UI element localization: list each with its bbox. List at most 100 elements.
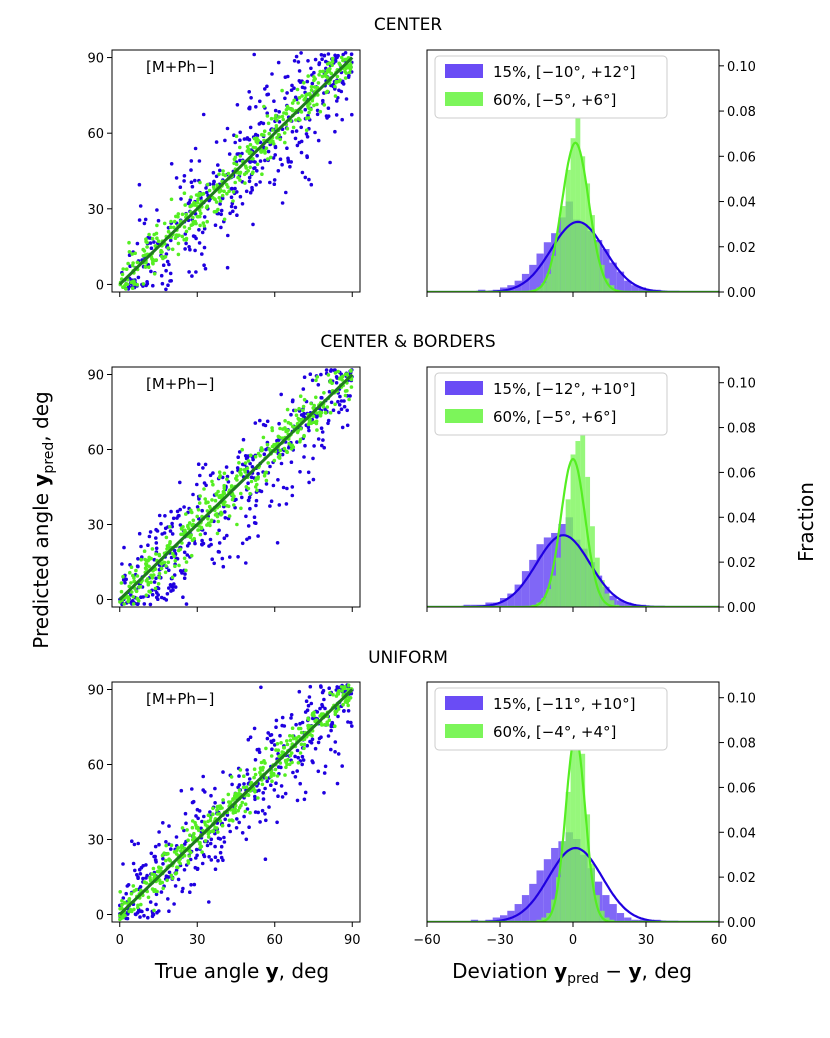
scatter-point — [238, 768, 243, 772]
scatter-point — [202, 245, 207, 250]
scatter-point — [211, 482, 215, 487]
scatter-point — [322, 723, 327, 727]
scatter-point — [312, 103, 316, 108]
scatter-point — [195, 514, 199, 519]
scatter-point — [339, 407, 344, 412]
scatter-point — [286, 757, 290, 762]
histogram-bar — [546, 589, 552, 607]
scatter-point — [312, 75, 316, 79]
scatter-point — [261, 435, 266, 440]
scatter-point — [234, 476, 238, 481]
scatter-point — [258, 180, 262, 184]
scatter-point — [322, 791, 326, 795]
histogram-bar — [638, 919, 646, 922]
scatter-point — [183, 203, 187, 207]
scatter-point — [170, 521, 174, 526]
scatter-point — [222, 217, 227, 222]
scatter-point — [280, 114, 285, 119]
scatter-point — [293, 408, 298, 413]
scatter-point — [220, 556, 225, 561]
scatter-point — [189, 159, 194, 163]
scatter-point — [349, 385, 354, 389]
histogram-bar — [560, 535, 566, 607]
scatter-point — [180, 212, 185, 217]
histogram-bar — [570, 138, 576, 292]
scatter-point — [178, 185, 183, 189]
scatter-point — [325, 68, 330, 73]
scatter-point — [247, 498, 251, 503]
scatter-point — [201, 541, 206, 546]
scatter-point — [147, 589, 151, 594]
scatter-point — [281, 117, 286, 122]
histogram-bar — [507, 910, 515, 922]
scatter-point — [307, 421, 312, 425]
scatter-point — [202, 814, 206, 819]
scatter-point — [297, 734, 301, 739]
scatter-point — [299, 150, 304, 155]
scatter-point — [200, 252, 204, 256]
histogram-bar — [543, 859, 552, 922]
scatter-point — [209, 519, 213, 524]
scatter-point — [285, 739, 289, 743]
scatter-point — [248, 150, 253, 154]
scatter-point — [311, 456, 315, 461]
scatter-point — [308, 417, 312, 422]
histogram-bar — [560, 841, 566, 922]
scatter-point — [191, 522, 195, 527]
scatter-point — [205, 182, 210, 187]
scatter-point — [334, 709, 339, 713]
scatter-point — [304, 93, 308, 97]
scatter-point — [186, 523, 190, 528]
scatter-point — [238, 170, 243, 175]
scatter-point — [147, 232, 151, 237]
legend-label: 15%, [−11°, +10°] — [493, 695, 635, 713]
scatter-point — [244, 514, 248, 519]
histogram-bar — [541, 598, 547, 607]
scatter-point — [138, 915, 142, 919]
scatter-point — [134, 568, 138, 573]
scatter-point — [274, 781, 278, 785]
scatter-point — [264, 776, 269, 780]
histogram-bar — [555, 233, 561, 292]
scatter-point — [197, 228, 201, 232]
scatter-point — [176, 241, 181, 246]
scatter-point — [159, 566, 164, 571]
scatter-point — [292, 736, 296, 741]
histogram-bar — [624, 917, 632, 922]
scatter-point — [126, 261, 130, 266]
scatter-point — [234, 497, 238, 502]
scatter-point — [231, 199, 235, 203]
scatter-point — [309, 182, 314, 187]
scatter-point — [342, 399, 346, 403]
scatter-point — [141, 864, 145, 868]
scatter-point — [263, 857, 268, 861]
legend-swatch — [445, 92, 483, 106]
scatter-point — [299, 125, 304, 130]
scatter-point — [136, 903, 140, 908]
scatter-point — [330, 59, 335, 64]
scatter-point — [304, 132, 309, 136]
histogram-bar — [514, 584, 522, 607]
scatter-point — [200, 230, 205, 235]
scatter-point — [251, 457, 255, 462]
scatter-point — [299, 139, 304, 144]
scatter-point — [289, 713, 294, 717]
scatter-point — [342, 404, 347, 409]
histogram-bar — [638, 287, 646, 292]
y-tick-label: 0.00 — [727, 601, 756, 616]
scatter-point — [282, 724, 287, 728]
scatter-point — [217, 541, 222, 545]
scatter-point — [198, 532, 203, 537]
scatter-point — [153, 844, 158, 849]
scatter-point — [169, 509, 173, 514]
x-axis-label-left: True angle y, deg — [154, 959, 329, 983]
scatter-point — [129, 581, 133, 585]
scatter-point — [257, 750, 262, 754]
scatter-point — [146, 915, 150, 920]
scatter-point — [345, 408, 350, 413]
scatter-point — [312, 70, 316, 75]
scatter-point — [227, 514, 232, 518]
scatter-point — [312, 444, 316, 448]
scatter-point — [215, 531, 220, 536]
scatter-point — [305, 135, 310, 139]
